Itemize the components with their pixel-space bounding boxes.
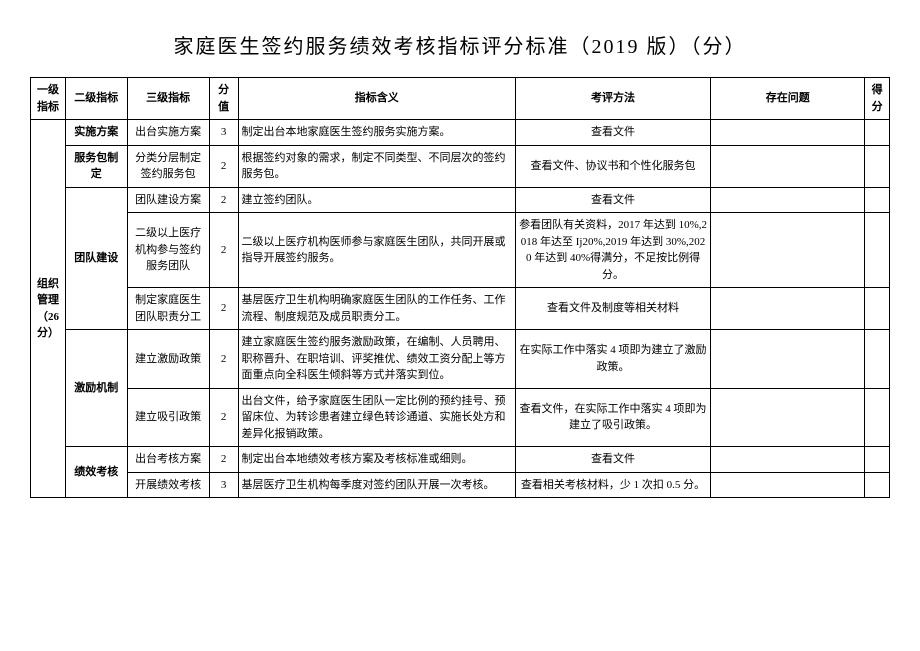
got-cell: [865, 187, 890, 213]
method-cell: 查看相关考核材料，少 1 次扣 0.5 分。: [515, 472, 710, 498]
l2-cell: 服务包制定: [65, 145, 127, 187]
scoring-table: 一级指标 二级指标 三级指标 分值 指标含义 考评方法 存在问题 得分 组织管理…: [30, 77, 890, 498]
method-cell: 查看文件及制度等相关材料: [515, 288, 710, 330]
got-cell: [865, 213, 890, 288]
score-cell: 3: [209, 120, 238, 146]
problem-cell: [711, 187, 865, 213]
meaning-cell: 制定出台本地绩效考核方案及考核标准或细则。: [238, 447, 515, 473]
l3-cell: 出台考核方案: [127, 447, 209, 473]
header-problem: 存在问题: [711, 78, 865, 120]
problem-cell: [711, 145, 865, 187]
meaning-cell: 出台文件，给予家庭医生团队一定比例的预约挂号、预留床位、为转诊患者建立绿色转诊通…: [238, 388, 515, 447]
l1-cell: 组织管理（26 分）: [31, 120, 66, 498]
problem-cell: [711, 472, 865, 498]
l3-cell: 分类分层制定签约服务包: [127, 145, 209, 187]
header-l2: 二级指标: [65, 78, 127, 120]
method-cell: 查看文件: [515, 187, 710, 213]
score-cell: 3: [209, 472, 238, 498]
got-cell: [865, 472, 890, 498]
got-cell: [865, 330, 890, 389]
l3-cell: 建立吸引政策: [127, 388, 209, 447]
header-l3: 三级指标: [127, 78, 209, 120]
score-cell: 2: [209, 187, 238, 213]
meaning-cell: 根据签约对象的需求，制定不同类型、不同层次的签约服务包。: [238, 145, 515, 187]
meaning-cell: 建立家庭医生签约服务激励政策，在编制、人员聘用、职称晋升、在职培训、评奖推优、绩…: [238, 330, 515, 389]
table-row: 激励机制建立激励政策2建立家庭医生签约服务激励政策，在编制、人员聘用、职称晋升、…: [31, 330, 890, 389]
header-method: 考评方法: [515, 78, 710, 120]
problem-cell: [711, 330, 865, 389]
method-cell: 在实际工作中落实 4 项即为建立了激励政策。: [515, 330, 710, 389]
problem-cell: [711, 288, 865, 330]
score-cell: 2: [209, 330, 238, 389]
table-row: 组织管理（26 分）实施方案出台实施方案3制定出台本地家庭医生签约服务实施方案。…: [31, 120, 890, 146]
method-cell: 查看文件: [515, 120, 710, 146]
got-cell: [865, 288, 890, 330]
problem-cell: [711, 447, 865, 473]
problem-cell: [711, 213, 865, 288]
method-cell: 查看文件: [515, 447, 710, 473]
header-l1: 一级指标: [31, 78, 66, 120]
meaning-cell: 基层医疗卫生机构每季度对签约团队开展一次考核。: [238, 472, 515, 498]
score-cell: 2: [209, 447, 238, 473]
l3-cell: 团队建设方案: [127, 187, 209, 213]
score-cell: 2: [209, 288, 238, 330]
got-cell: [865, 120, 890, 146]
meaning-cell: 基层医疗卫生机构明确家庭医生团队的工作任务、工作流程、制度规范及成员职责分工。: [238, 288, 515, 330]
header-meaning: 指标含义: [238, 78, 515, 120]
header-got: 得分: [865, 78, 890, 120]
l3-cell: 制定家庭医生团队职责分工: [127, 288, 209, 330]
meaning-cell: 二级以上医疗机构医师参与家庭医生团队，共同开展或指导开展签约服务。: [238, 213, 515, 288]
problem-cell: [711, 120, 865, 146]
l2-cell: 实施方案: [65, 120, 127, 146]
page-title: 家庭医生签约服务绩效考核指标评分标准（2019 版）（分）: [30, 30, 890, 59]
table-row: 开展绩效考核3基层医疗卫生机构每季度对签约团队开展一次考核。查看相关考核材料，少…: [31, 472, 890, 498]
method-cell: 查看文件、协议书和个性化服务包: [515, 145, 710, 187]
table-row: 服务包制定分类分层制定签约服务包2根据签约对象的需求，制定不同类型、不同层次的签…: [31, 145, 890, 187]
got-cell: [865, 388, 890, 447]
header-score: 分值: [209, 78, 238, 120]
l2-cell: 激励机制: [65, 330, 127, 447]
table-header-row: 一级指标 二级指标 三级指标 分值 指标含义 考评方法 存在问题 得分: [31, 78, 890, 120]
score-cell: 2: [209, 145, 238, 187]
got-cell: [865, 447, 890, 473]
table-row: 建立吸引政策2出台文件，给予家庭医生团队一定比例的预约挂号、预留床位、为转诊患者…: [31, 388, 890, 447]
table-row: 绩效考核出台考核方案2制定出台本地绩效考核方案及考核标准或细则。查看文件: [31, 447, 890, 473]
got-cell: [865, 145, 890, 187]
l2-cell: 绩效考核: [65, 447, 127, 498]
l3-cell: 建立激励政策: [127, 330, 209, 389]
problem-cell: [711, 388, 865, 447]
meaning-cell: 制定出台本地家庭医生签约服务实施方案。: [238, 120, 515, 146]
method-cell: 参看团队有关资料，2017 年达到 10%,2018 年达至 Ij20%,201…: [515, 213, 710, 288]
table-row: 制定家庭医生团队职责分工2基层医疗卫生机构明确家庭医生团队的工作任务、工作流程、…: [31, 288, 890, 330]
table-row: 团队建设团队建设方案2建立签约团队。查看文件: [31, 187, 890, 213]
l2-cell: 团队建设: [65, 187, 127, 330]
l3-cell: 开展绩效考核: [127, 472, 209, 498]
l3-cell: 二级以上医疗机构参与签约服务团队: [127, 213, 209, 288]
score-cell: 2: [209, 388, 238, 447]
l3-cell: 出台实施方案: [127, 120, 209, 146]
score-cell: 2: [209, 213, 238, 288]
method-cell: 查看文件，在实际工作中落实 4 项即为建立了吸引政策。: [515, 388, 710, 447]
meaning-cell: 建立签约团队。: [238, 187, 515, 213]
table-row: 二级以上医疗机构参与签约服务团队2二级以上医疗机构医师参与家庭医生团队，共同开展…: [31, 213, 890, 288]
